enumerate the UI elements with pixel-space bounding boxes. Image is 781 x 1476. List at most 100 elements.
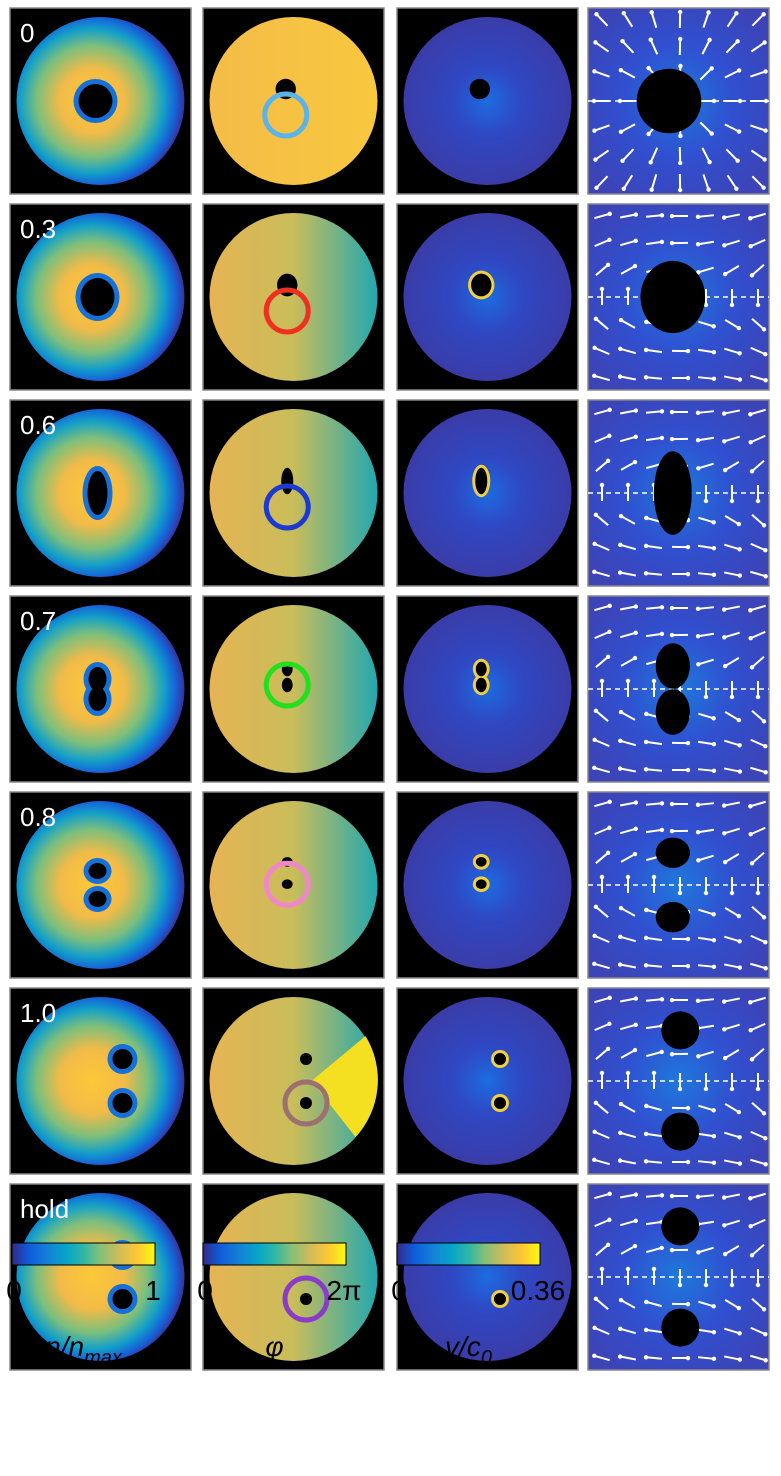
arrow [723, 767, 741, 773]
arrow-head [592, 69, 597, 74]
arrow [724, 1245, 740, 1255]
arrow [750, 1022, 766, 1032]
arrow [750, 962, 766, 970]
arrow-head [721, 999, 727, 1004]
arrow-head [659, 605, 665, 610]
arrow-head [607, 211, 612, 217]
arrow [697, 740, 715, 746]
arrow-head [659, 1245, 664, 1251]
arrow-head [605, 1046, 611, 1052]
panel [202, 7, 385, 195]
velocity-disc [403, 409, 572, 577]
arrow-head [695, 802, 701, 808]
arrow [594, 934, 610, 944]
arrow-head [707, 37, 712, 43]
arrow-head [644, 907, 649, 913]
arrow [723, 409, 741, 415]
arrow [621, 40, 635, 54]
arrow [620, 435, 636, 443]
arrow-head [755, 694, 761, 700]
arrow-head [592, 569, 597, 575]
colorbar-max-label: 0.36 [511, 1275, 566, 1306]
arrow [725, 40, 739, 54]
arrows [588, 603, 769, 775]
arrow-head [762, 157, 767, 162]
vortex-core [300, 1053, 312, 1065]
phase-disc [209, 213, 378, 381]
arrow-head [643, 543, 649, 549]
arrow [594, 542, 610, 552]
arrow [619, 997, 637, 1003]
panel [396, 203, 579, 391]
arrow [724, 319, 740, 329]
arrow [645, 572, 663, 576]
arrow [594, 149, 610, 161]
arrow-head [762, 40, 767, 45]
arrow [724, 265, 740, 275]
arrow [595, 852, 609, 864]
arrow-head [593, 904, 599, 910]
arrow-head [736, 325, 742, 331]
arrows [588, 995, 769, 1167]
arrow [595, 264, 609, 276]
arrow [724, 657, 740, 667]
arrow-head [722, 635, 727, 640]
symbol-main: φ [265, 1331, 283, 1362]
arrow [750, 826, 766, 836]
arrow-head [592, 933, 597, 939]
arrows [588, 211, 769, 383]
vortex-core [661, 1308, 700, 1347]
arrow-head [695, 438, 701, 443]
arrow [645, 544, 663, 550]
arrow [698, 1104, 714, 1112]
arrow-head [618, 68, 624, 73]
arrow [750, 1354, 766, 1362]
arrow-head [649, 187, 654, 192]
arrow-head [761, 1111, 767, 1116]
arrow [645, 740, 663, 746]
arrow [750, 408, 766, 416]
arrow [701, 147, 711, 163]
phase-disc [209, 17, 378, 185]
panel [396, 399, 579, 587]
arrow-head [685, 348, 691, 354]
arrow-head [633, 800, 639, 805]
arrow-head [632, 263, 638, 269]
arrow-head [722, 467, 728, 473]
arrow [645, 1194, 663, 1198]
arrow-head [722, 1055, 728, 1061]
vortex-core [636, 68, 702, 134]
arrow [595, 656, 609, 668]
arrow-head [736, 1305, 742, 1311]
panel: 0.8 [9, 791, 192, 979]
arrow-head [643, 1159, 649, 1164]
arrow [724, 853, 740, 863]
arrow [645, 936, 663, 942]
arrow-head [729, 1282, 735, 1288]
arrow-head [643, 571, 649, 576]
arrow [750, 374, 766, 382]
arrow-head [648, 160, 653, 165]
arrow [750, 630, 766, 640]
arrow-head [735, 158, 740, 163]
symbol-subscript: max [84, 1347, 123, 1369]
arrow-head [669, 1193, 675, 1199]
arrow-head [749, 1253, 755, 1258]
arrow-head [625, 286, 631, 292]
arrow-head [632, 655, 638, 661]
arrow [697, 936, 715, 942]
panel [396, 595, 579, 783]
arrow [751, 655, 765, 669]
arrow [619, 605, 637, 611]
arrow [726, 174, 738, 190]
arrow-head [618, 738, 623, 744]
arrow [750, 1326, 766, 1336]
arrow-head [748, 244, 753, 249]
vortex-core [640, 260, 706, 334]
density-disc [16, 997, 185, 1165]
probe-ring [282, 1275, 330, 1323]
arrow [750, 738, 766, 748]
arrow-head [607, 1021, 612, 1027]
arrow-head [599, 678, 605, 684]
arrow-head [711, 768, 717, 774]
